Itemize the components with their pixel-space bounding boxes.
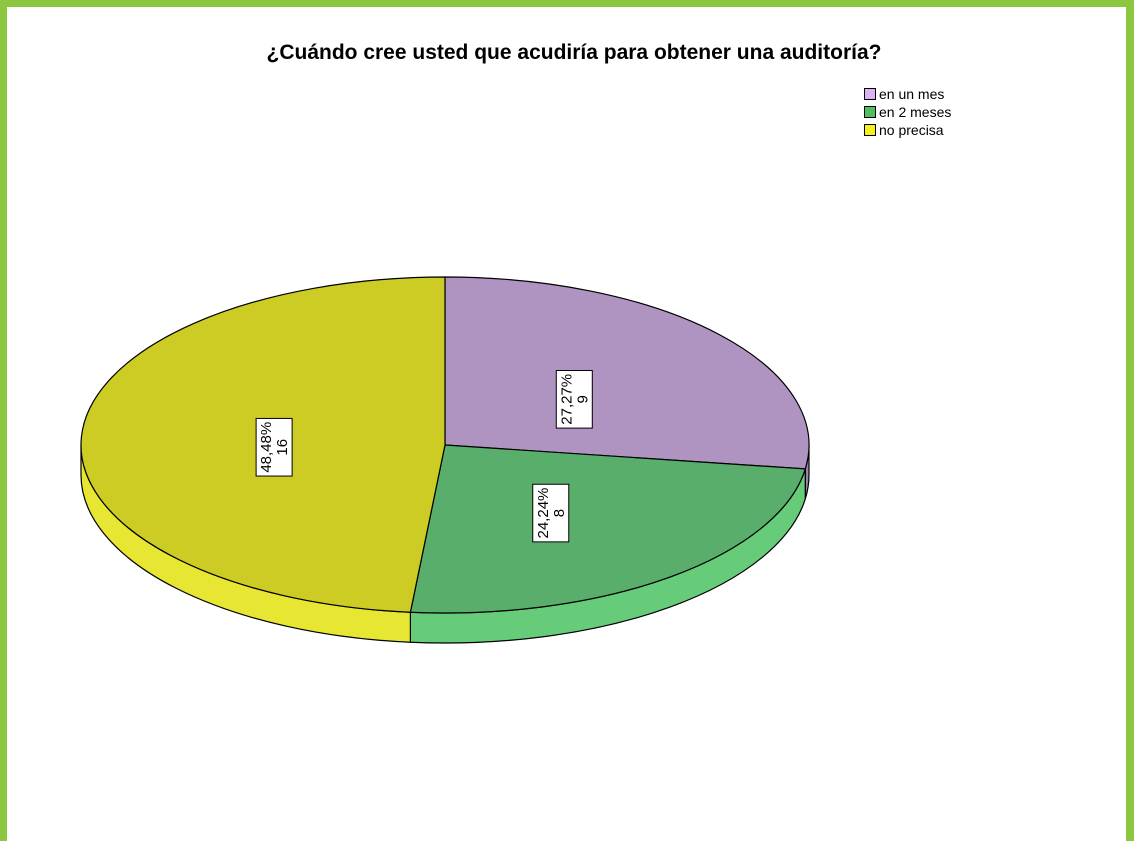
pie-data-labels: 27,27% 9 24,24% 8 48,48% 16 xyxy=(255,369,593,543)
legend-label: en un mes xyxy=(879,86,945,102)
data-label-box xyxy=(532,483,570,543)
legend-item-en-2-meses: en 2 meses xyxy=(864,103,951,121)
pie-data-label-0: 27,27% 9 xyxy=(555,369,593,429)
data-label-percent: 24,24% xyxy=(535,488,552,539)
data-label-box xyxy=(555,369,593,429)
chart-legend: en un mes en 2 meses no precisa xyxy=(864,85,951,139)
chart-title: ¿Cuándo cree usted que acudiría para obt… xyxy=(266,41,882,64)
data-label-percent: 27,27% xyxy=(558,374,575,425)
data-label-percent: 48,48% xyxy=(258,422,275,473)
pie-top xyxy=(80,276,810,614)
data-label-count: 9 xyxy=(574,395,591,403)
legend-label: en 2 meses xyxy=(879,104,952,120)
data-label-count: 16 xyxy=(274,439,291,456)
pie-sides xyxy=(80,444,810,644)
legend-swatch xyxy=(864,124,876,136)
legend-label: no precisa xyxy=(879,122,944,138)
legend-swatch xyxy=(864,88,876,100)
data-label-box xyxy=(255,417,293,477)
legend-item-en-un-mes: en un mes xyxy=(864,85,951,103)
legend-item-no-precisa: no precisa xyxy=(864,121,951,139)
legend-swatch xyxy=(864,106,876,118)
data-label-count: 8 xyxy=(551,509,568,517)
pie-slice-0 xyxy=(444,276,810,470)
pie-data-label-1: 24,24% 8 xyxy=(532,483,570,543)
pie-chart: 27,27% 9 24,24% 8 48,48% 16 xyxy=(80,276,810,644)
pie-slice-1 xyxy=(409,444,807,614)
pie-data-label-2: 48,48% 16 xyxy=(255,417,293,477)
